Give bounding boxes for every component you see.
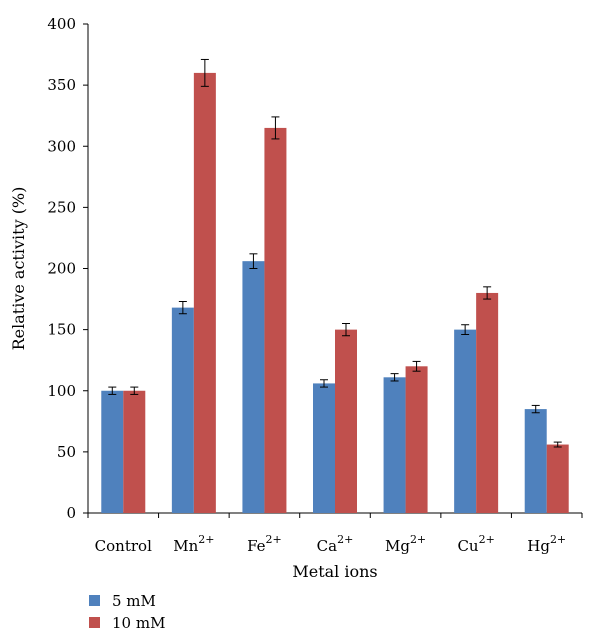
x-tick-label: Fe2+ [247, 533, 282, 555]
legend: 5 mM 10 mM [89, 592, 165, 632]
x-tick-label: Mg2+ [385, 533, 426, 555]
x-tick-label: Control [95, 537, 152, 555]
y-tick-label: 350 [47, 76, 76, 94]
y-axis: 0 50 100 150 200 250 300 350 400 [47, 15, 89, 522]
x-axis-title: Metal ions [292, 562, 377, 581]
x-tick-label: Cu2+ [457, 533, 494, 555]
y-tick-label: 150 [47, 321, 76, 339]
bar-5mm [383, 377, 406, 513]
bar-10mm [476, 292, 499, 513]
bar-10mm [405, 366, 428, 513]
x-tick-label-base: Fe [247, 537, 266, 555]
bar-5mm [524, 409, 547, 513]
bar-5mm [313, 383, 335, 513]
y-tick-label: 50 [57, 443, 76, 461]
x-tick-label: Hg2+ [527, 533, 566, 555]
x-tick-label-base: Hg [527, 537, 550, 555]
x-tick-label-base: Cu [457, 537, 478, 555]
x-tick-label-sup: 2+ [266, 533, 282, 546]
bar-5mm [242, 261, 265, 513]
x-axis: Control Mn2+ Fe2+ Ca2+ Mg2+ Cu2+ Hg2+ [87, 512, 583, 555]
x-tick-label-sup: 2+ [410, 533, 426, 546]
legend-swatch-10mm [89, 617, 100, 628]
x-tick-label-sup: 2+ [198, 533, 214, 546]
y-tick-label: 400 [47, 15, 76, 33]
y-tick-label: 300 [47, 137, 76, 155]
legend-label: 5 mM [112, 592, 156, 610]
bars [101, 72, 569, 514]
x-tick-label-base: Mg [385, 537, 410, 555]
y-tick-label: 200 [47, 260, 76, 278]
bar-5mm [101, 390, 124, 513]
bar-5mm [171, 307, 194, 513]
bar-10mm [335, 329, 357, 513]
y-tick-label: 250 [47, 198, 76, 216]
y-tick-label: 100 [47, 382, 76, 400]
bar-10mm [193, 72, 216, 514]
legend-swatch-5mm [89, 595, 100, 606]
x-tick-label: Mn2+ [173, 533, 214, 555]
bar-10mm [264, 127, 287, 513]
x-tick-label-base: Ca [317, 537, 337, 555]
legend-label: 10 mM [112, 614, 165, 632]
y-tick-label: 0 [66, 504, 76, 522]
x-tick-label-sup: 2+ [479, 533, 495, 546]
y-axis-title: Relative activity (%) [9, 187, 28, 351]
bar-10mm [546, 444, 569, 513]
x-tick-label: Ca2+ [317, 533, 354, 555]
x-tick-label-base: Mn [173, 537, 198, 555]
bar-10mm [123, 390, 146, 513]
bar-5mm [454, 329, 477, 513]
x-tick-label-sup: 2+ [550, 533, 566, 546]
x-tick-label-sup: 2+ [337, 533, 353, 546]
x-tick-label-base: Control [95, 537, 152, 555]
error-bars [108, 58, 562, 448]
